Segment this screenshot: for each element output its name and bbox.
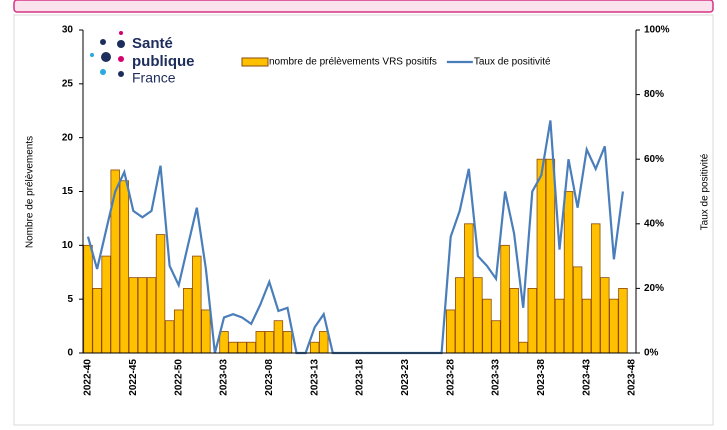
x-tick-label: 2023-38: [536, 359, 547, 396]
legend-swatch: [241, 57, 269, 67]
logo-dot: [100, 39, 106, 45]
y2-tick-label: 0%: [644, 348, 659, 359]
x-tick-label: 2023-23: [400, 359, 411, 396]
bar: [618, 287, 628, 354]
bar: [264, 331, 275, 354]
bar: [609, 298, 619, 354]
y-tick-label: 25: [62, 78, 74, 89]
logo-dot: [101, 52, 111, 62]
bar: [92, 287, 102, 354]
x-tick-label: 2023-13: [309, 359, 320, 396]
x-tick-label: 2022-40: [83, 359, 94, 396]
bar: [110, 169, 120, 354]
logo-dot: [117, 40, 125, 48]
x-tick-label: 2022-50: [173, 359, 184, 396]
bar: [445, 309, 456, 354]
logo-dot: [118, 71, 124, 77]
logo-text: France: [132, 70, 176, 86]
y-tick-label: 15: [62, 186, 74, 197]
x-tick-label: 2023-48: [627, 359, 638, 396]
y2-axis-title: Taux de positivité: [700, 153, 711, 230]
bar: [581, 298, 592, 354]
bar: [155, 234, 166, 354]
y-tick-label: 30: [62, 25, 74, 36]
x-tick-label: 2023-33: [491, 359, 502, 396]
bar: [164, 320, 175, 354]
legend-label: nombre de prélèvements VRS positifs: [269, 57, 437, 68]
bar: [137, 277, 148, 354]
bar: [518, 341, 528, 354]
y2-tick-label: 60%: [644, 154, 664, 165]
bar: [527, 287, 537, 354]
bar: [255, 331, 265, 354]
bar: [173, 309, 184, 354]
x-tick-label: 2023-08: [264, 359, 275, 396]
bar: [545, 158, 556, 354]
bar: [482, 298, 492, 354]
bar: [473, 277, 483, 354]
logo-text: publique: [132, 53, 195, 70]
y2-tick-label: 80%: [644, 89, 664, 100]
bar: [319, 331, 329, 354]
x-tick-label: 2023-18: [355, 359, 366, 396]
y-axis-title: Nombre de prélèvements: [25, 136, 36, 248]
logo-dot: [119, 31, 123, 35]
x-tick-label: 2023-43: [581, 359, 592, 396]
y-tick-label: 0: [67, 348, 73, 359]
header-strip: [13, 0, 714, 13]
logo-dot: [100, 69, 106, 75]
bar: [83, 244, 93, 354]
bar: [101, 255, 111, 354]
bar: [282, 331, 293, 354]
bar: [192, 255, 202, 354]
bar: [273, 320, 284, 354]
frame: [13, 14, 714, 426]
bar: [119, 180, 129, 354]
logo-dot: [118, 56, 124, 62]
bar: [591, 223, 601, 354]
bar: [146, 277, 157, 354]
y-tick-label: 5: [67, 294, 73, 305]
logo-text: Santé: [132, 35, 173, 52]
bar: [464, 223, 474, 354]
y-tick-label: 10: [62, 240, 74, 251]
legend-label: Taux de positivité: [474, 57, 551, 68]
bar: [228, 341, 238, 354]
bar: [183, 287, 193, 354]
bar: [128, 277, 139, 354]
bar: [554, 298, 565, 354]
bar: [455, 277, 465, 354]
bar: [509, 287, 519, 354]
x-tick-label: 2022-45: [128, 359, 139, 396]
bar: [246, 341, 256, 354]
y2-tick-label: 100%: [644, 25, 670, 36]
bar: [500, 244, 510, 354]
y2-tick-label: 40%: [644, 218, 664, 229]
y2-tick-label: 20%: [644, 283, 664, 294]
bar: [536, 158, 547, 354]
bar: [237, 341, 247, 354]
x-tick-label: 2023-28: [445, 359, 456, 396]
bar: [309, 341, 320, 354]
y-tick-label: 20: [62, 132, 74, 143]
logo: Santé publique France: [90, 31, 195, 86]
bar: [201, 309, 211, 354]
bar: [572, 266, 583, 354]
logo-dot: [90, 53, 94, 57]
x-tick-label: 2023-03: [219, 359, 230, 396]
bar: [600, 277, 610, 354]
bar: [219, 331, 229, 354]
bar: [491, 320, 501, 354]
bar: [563, 191, 574, 354]
